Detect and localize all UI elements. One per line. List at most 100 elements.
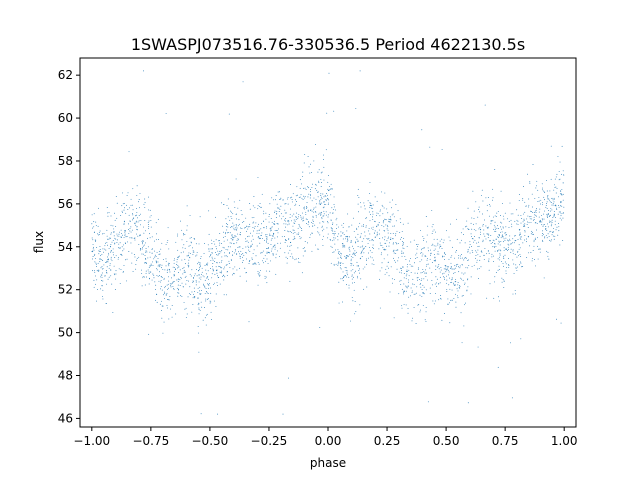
data-point — [407, 312, 409, 314]
data-point — [286, 257, 288, 259]
data-point — [450, 266, 452, 267]
data-point — [136, 214, 138, 216]
data-point — [526, 257, 528, 258]
data-point — [534, 259, 535, 260]
data-point — [403, 273, 405, 274]
data-point — [257, 176, 259, 178]
data-point — [478, 206, 480, 208]
data-point — [322, 225, 323, 227]
data-point — [114, 212, 115, 214]
data-point — [307, 209, 309, 211]
data-point — [419, 311, 421, 313]
data-point — [311, 200, 313, 202]
data-point — [465, 267, 467, 269]
data-point — [450, 279, 452, 281]
data-point — [556, 188, 558, 190]
data-point — [437, 265, 439, 267]
data-point — [393, 252, 395, 254]
data-point — [261, 251, 263, 253]
data-point — [446, 275, 447, 277]
data-point — [156, 267, 158, 269]
data-point — [426, 234, 428, 236]
data-point — [325, 149, 327, 151]
data-point — [313, 207, 315, 209]
data-point — [501, 222, 503, 224]
data-point — [310, 195, 312, 197]
data-point — [102, 289, 104, 291]
data-point — [514, 240, 516, 242]
data-point — [403, 238, 405, 239]
data-point — [115, 273, 117, 275]
y-tick-label: 60 — [58, 111, 73, 125]
data-point — [560, 202, 561, 204]
data-point — [540, 221, 542, 223]
data-point — [268, 214, 270, 215]
data-point — [360, 202, 362, 204]
data-point — [520, 262, 522, 264]
data-point — [557, 205, 559, 207]
data-point — [158, 254, 160, 255]
data-point — [214, 216, 216, 218]
data-point — [149, 277, 151, 279]
data-point — [524, 231, 526, 233]
data-point — [467, 228, 469, 230]
data-point — [298, 225, 300, 227]
data-point — [234, 227, 236, 229]
data-point — [242, 222, 243, 223]
data-point — [496, 227, 498, 229]
data-point — [451, 299, 453, 301]
data-point — [307, 186, 309, 188]
data-point — [425, 255, 427, 257]
data-point — [125, 204, 127, 206]
data-point — [363, 224, 364, 226]
data-point — [164, 269, 166, 271]
data-point — [467, 207, 469, 209]
data-point — [471, 246, 473, 247]
data-point — [103, 233, 105, 235]
data-point — [546, 208, 548, 209]
data-point — [511, 226, 513, 228]
data-point — [495, 245, 497, 247]
data-point — [516, 223, 518, 225]
data-point — [183, 302, 185, 303]
data-point — [198, 351, 200, 353]
data-point — [533, 241, 535, 243]
data-point — [527, 235, 529, 237]
data-point — [535, 212, 537, 214]
data-point — [502, 234, 503, 236]
data-point — [130, 204, 132, 206]
data-point — [475, 255, 477, 256]
data-point — [496, 215, 498, 217]
data-point — [130, 231, 132, 233]
data-point — [458, 271, 460, 273]
data-point — [434, 300, 436, 302]
data-point — [247, 245, 249, 247]
data-point — [314, 188, 316, 190]
data-point — [147, 246, 149, 248]
data-point — [197, 304, 199, 306]
data-point — [94, 271, 96, 273]
data-point — [520, 256, 522, 257]
data-point — [272, 253, 274, 255]
data-point — [423, 278, 425, 280]
data-point — [350, 239, 352, 241]
data-point — [382, 237, 384, 239]
data-point — [127, 241, 128, 243]
data-point — [315, 211, 317, 213]
data-point — [197, 263, 198, 265]
data-point — [319, 222, 321, 224]
data-point — [298, 224, 300, 225]
data-point — [238, 251, 239, 253]
data-point — [549, 210, 551, 212]
data-point — [167, 288, 168, 290]
data-point — [230, 238, 232, 239]
data-point — [432, 300, 434, 302]
data-point — [101, 280, 103, 281]
data-point — [143, 232, 145, 234]
data-point — [508, 267, 510, 269]
data-point — [410, 295, 411, 297]
data-point — [273, 245, 275, 247]
data-point — [292, 193, 294, 195]
data-point — [351, 274, 353, 276]
data-point — [462, 257, 463, 259]
